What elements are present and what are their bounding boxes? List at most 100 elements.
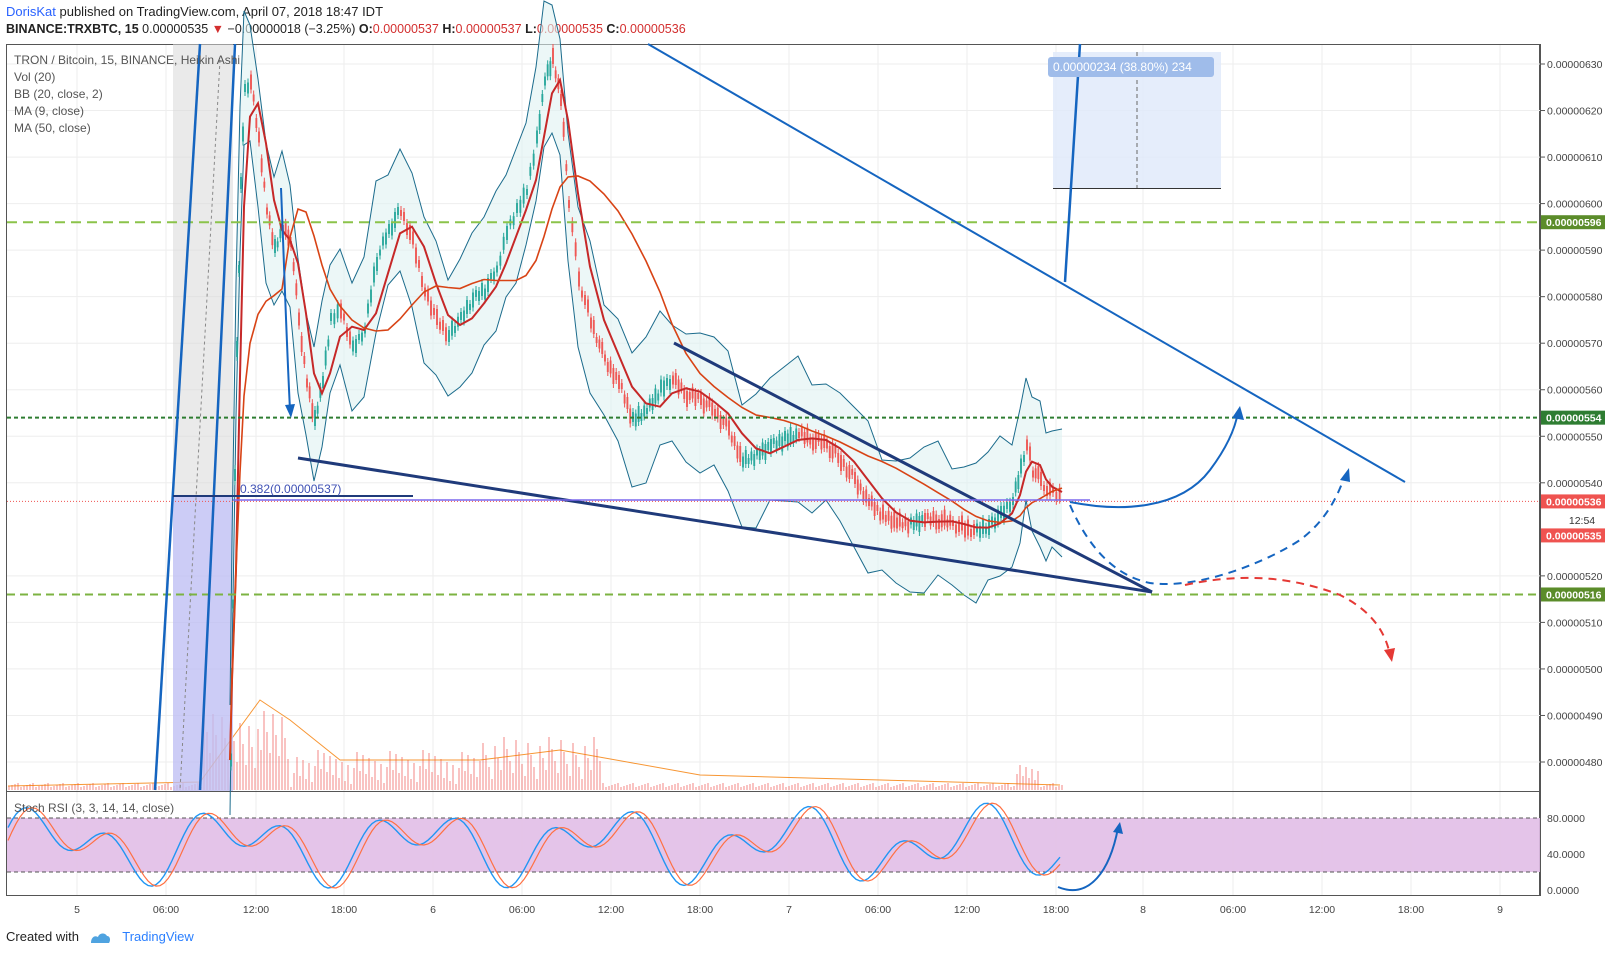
volume-bar [629, 784, 631, 790]
volume-bar [809, 784, 811, 790]
volume-bar [398, 773, 400, 790]
volume-bar [38, 786, 40, 790]
volume-bar [893, 786, 895, 790]
candle-body [921, 515, 924, 523]
volume-bar [632, 783, 634, 790]
volume-bar [296, 757, 298, 790]
volume-bar [428, 753, 430, 790]
candle-body [565, 164, 568, 172]
candle-body [640, 413, 643, 421]
x-tick-label: 9 [1497, 904, 1503, 916]
x-tick-label: 12:00 [598, 904, 624, 916]
candle-body [349, 331, 351, 345]
volume-bar [647, 783, 649, 790]
volume-bar [11, 785, 13, 790]
volume-bar [857, 783, 859, 790]
volume-bar [569, 776, 571, 790]
volume-bar [251, 747, 253, 790]
volume-bar [518, 752, 520, 790]
volume-bar [545, 770, 547, 790]
candle-body [694, 392, 697, 406]
volume-bar [956, 785, 958, 790]
candle-body [742, 456, 744, 468]
volume-bar [320, 769, 322, 790]
bear-arrowhead [1384, 648, 1395, 662]
candle-body [700, 393, 702, 405]
volume-bar [992, 783, 994, 790]
x-tick-label: 06:00 [153, 904, 179, 916]
candle-body [680, 382, 683, 390]
candle-body [279, 229, 282, 239]
tradingview-link[interactable]: TradingView [122, 929, 194, 944]
candle-body [970, 529, 972, 537]
drawings [7, 43, 1540, 791]
candle-body [893, 511, 896, 528]
volume-bar [143, 786, 145, 790]
candle-body [1040, 472, 1042, 486]
candle-body [702, 398, 705, 414]
candle-body [394, 212, 396, 228]
candle-body [1043, 485, 1045, 491]
volume-bar [80, 787, 82, 790]
y-tick-label: 0.00000500 [1547, 664, 1603, 676]
volume-bar [563, 752, 565, 790]
volume-bar [572, 743, 574, 790]
volume-bar [65, 787, 67, 790]
candle-body [979, 525, 981, 538]
volume-bar [842, 783, 844, 790]
candle-body [890, 515, 893, 529]
y-tick-label: 0.00000490 [1547, 710, 1603, 722]
candle-body [648, 398, 651, 408]
x-tick-label: 8 [1140, 904, 1146, 916]
volume-bar [497, 758, 499, 790]
bear-dashed-path [1184, 576, 1391, 656]
candle-body [1029, 446, 1031, 461]
candle-body [666, 378, 668, 386]
candle-body [672, 375, 674, 385]
volume-bar [605, 787, 607, 790]
candle-body [400, 210, 402, 216]
volume-bar [770, 787, 772, 790]
candle-body [932, 511, 935, 523]
candle-body [714, 409, 716, 417]
volume-bar [536, 779, 538, 790]
candle-body [800, 427, 803, 437]
volume-bar [830, 787, 832, 790]
y-tick-label: 0.00000550 [1547, 431, 1603, 443]
candle-body [728, 420, 730, 436]
candle-body [826, 439, 828, 449]
volume-bar [923, 786, 925, 790]
candle-body [792, 435, 795, 443]
candle-body [306, 378, 308, 388]
candle-body [336, 304, 339, 319]
candle-body [379, 249, 381, 256]
l-label: L: [525, 22, 537, 36]
volume-bar [1007, 783, 1009, 790]
volume-bar [446, 762, 448, 790]
volume-bar [281, 717, 283, 790]
candle-body [609, 360, 612, 374]
candle-body [590, 317, 592, 329]
volume-bar [458, 768, 460, 790]
candle-body [654, 388, 657, 404]
candle-body [643, 405, 646, 417]
volume-bar [788, 786, 790, 790]
volume-bar [44, 784, 46, 790]
volume-bar [272, 714, 274, 790]
candle-body [316, 405, 319, 414]
volume-bar [23, 786, 25, 790]
stoch-tick-label: 40.0000 [1547, 849, 1585, 861]
grid [7, 45, 1540, 895]
candle-body [991, 516, 993, 525]
candle-body [308, 386, 311, 399]
candle-body [612, 368, 615, 384]
volume-bar [917, 783, 919, 790]
volume-bar [407, 760, 409, 790]
author-link[interactable]: DorisKat [6, 4, 56, 19]
volume-bar [83, 786, 85, 790]
candle-body [298, 312, 300, 326]
volume-bar [611, 785, 613, 790]
wedge-resistance [673, 341, 1153, 594]
volume-bar [785, 787, 787, 790]
